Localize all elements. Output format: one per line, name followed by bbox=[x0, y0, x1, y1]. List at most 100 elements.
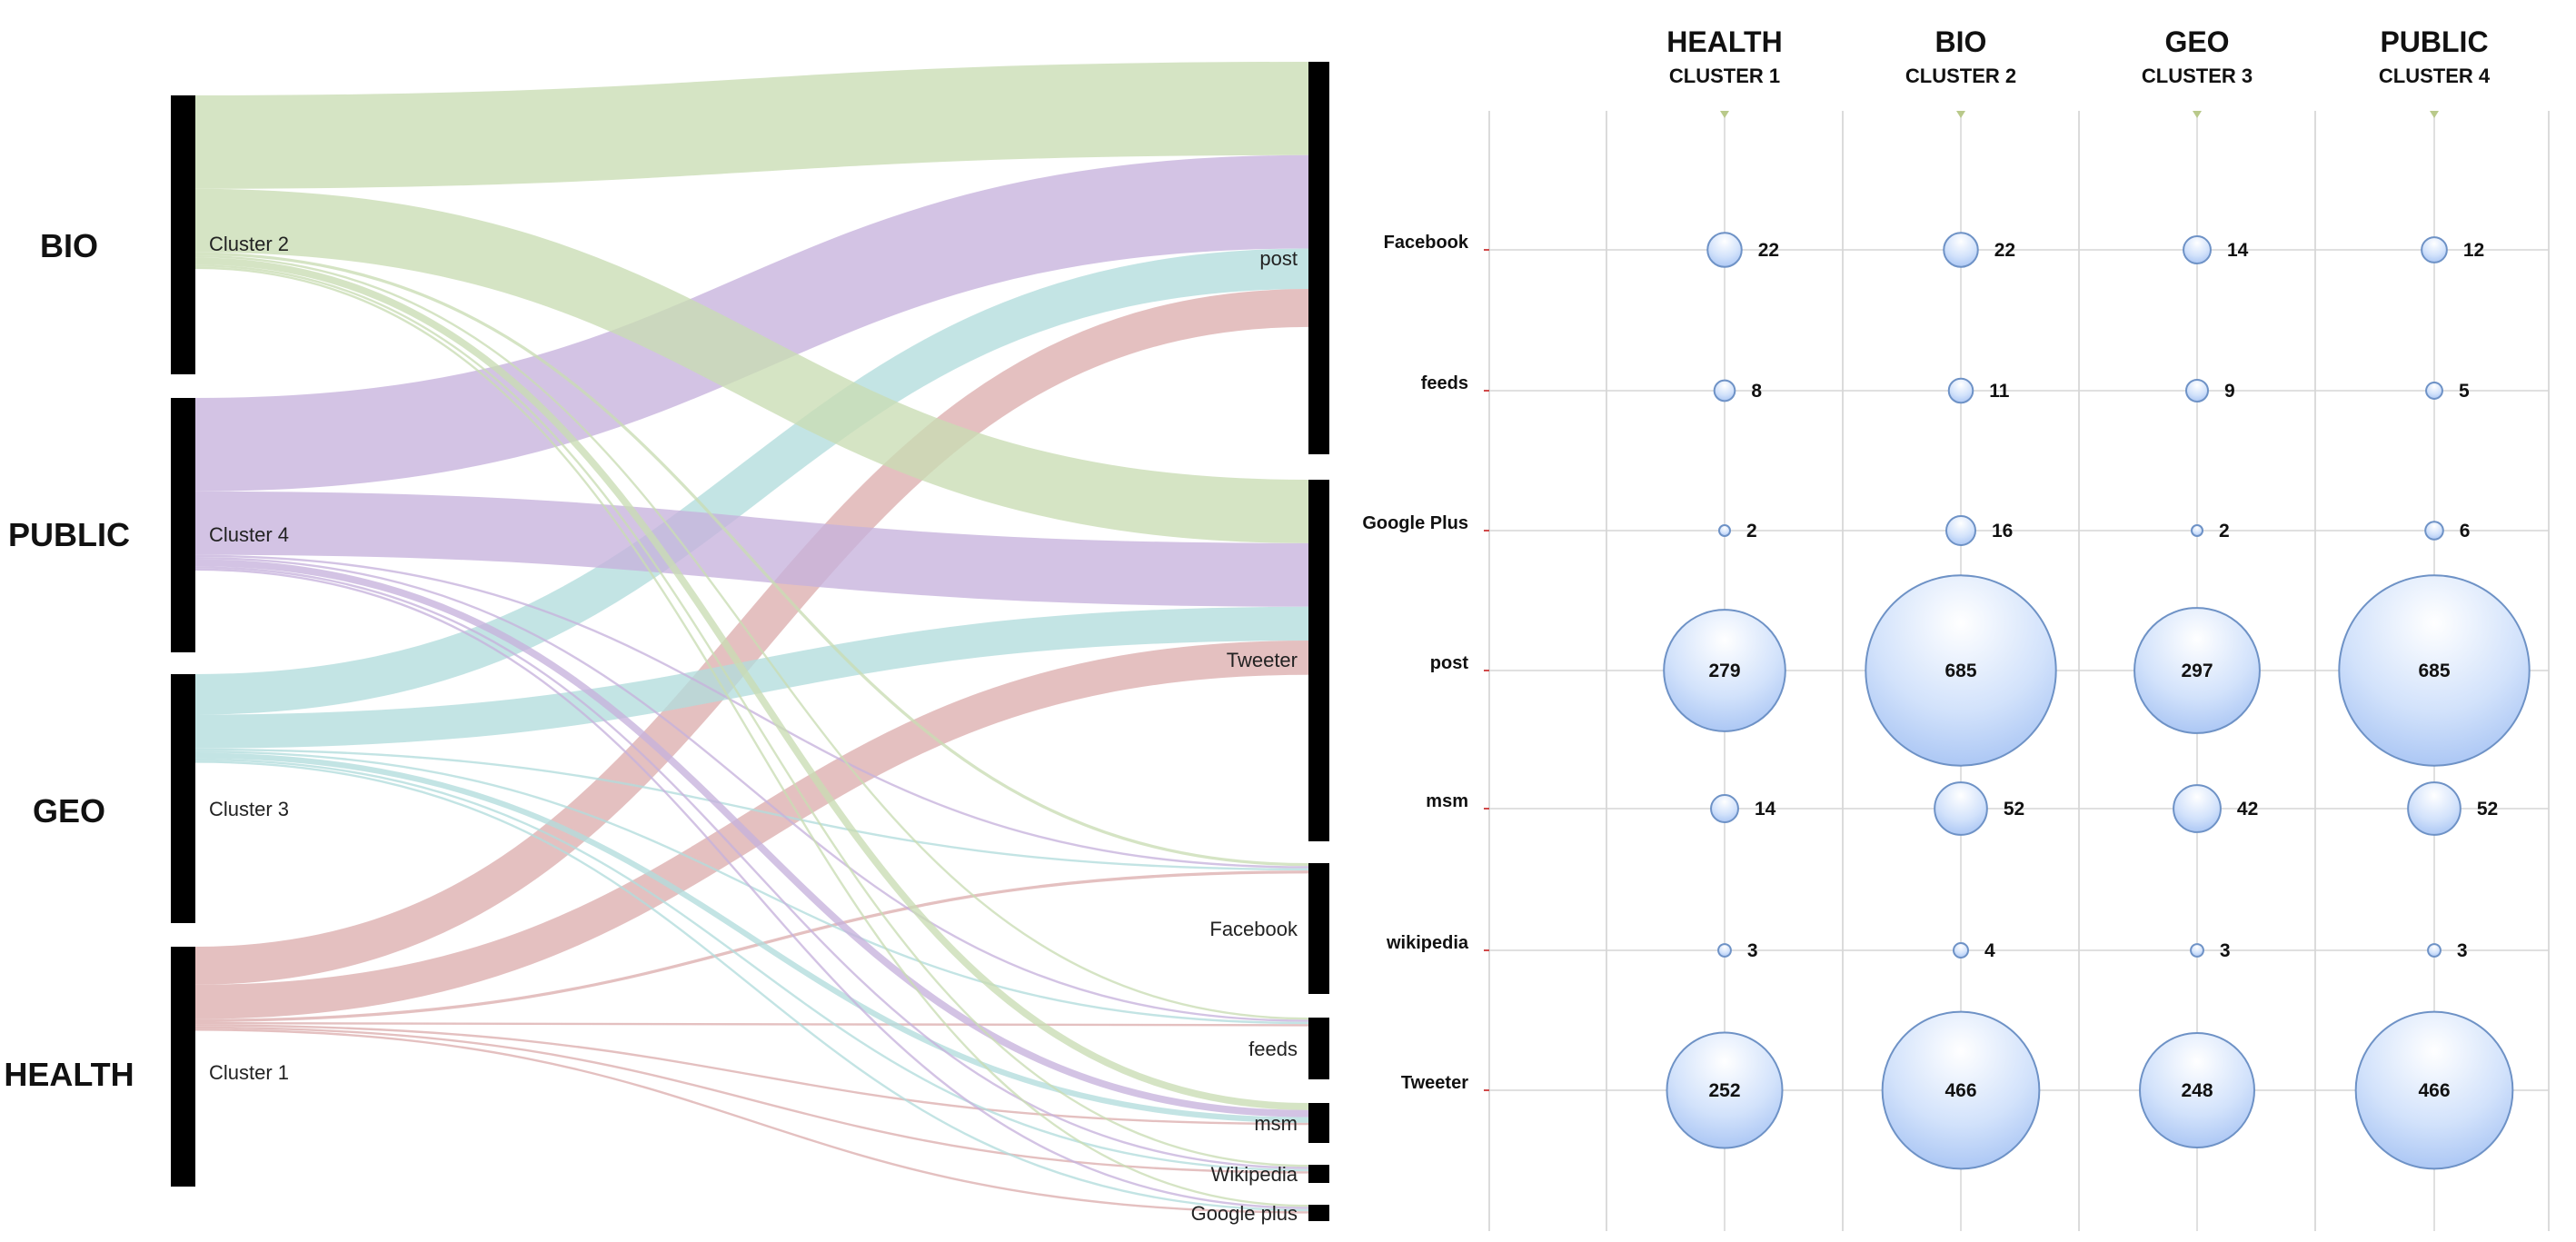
value-label-feeds-public: 5 bbox=[2459, 381, 2470, 402]
source-label-cluster-3: Cluster 3 bbox=[209, 798, 289, 820]
bubble-facebook-public bbox=[2421, 236, 2448, 263]
value-label-feeds-geo: 9 bbox=[2224, 381, 2235, 402]
row-label-post: post bbox=[1430, 653, 1469, 673]
source-label-cluster-2: Cluster 2 bbox=[209, 233, 289, 255]
flow-cluster-1-to-wikipedia bbox=[194, 1026, 1309, 1174]
bubble-column-headers: HEALTH CLUSTER 1 BIO CLUSTER 2 GEO CLUSTER 3 P… bbox=[1666, 25, 2491, 87]
source-node-cluster-2 bbox=[171, 95, 195, 374]
bubble-tweeter-health bbox=[1666, 1031, 1784, 1149]
column-title-public: PUBLIC bbox=[2380, 25, 2488, 58]
value-label-facebook-health: 22 bbox=[1758, 240, 1779, 261]
flow-cluster-3-to-post bbox=[194, 248, 1309, 715]
target-label-msm: msm bbox=[1254, 1112, 1298, 1135]
value-label-tweeter-geo: 248 bbox=[2181, 1080, 2213, 1101]
value-label-google-plus-geo: 2 bbox=[2219, 521, 2230, 542]
value-label-wikipedia-public: 3 bbox=[2457, 940, 2468, 961]
flow-cluster-1-to-tweeter bbox=[194, 641, 1309, 1019]
column-title-bio: BIO bbox=[1935, 25, 1987, 58]
flow-cluster-2-to-msm bbox=[194, 257, 1309, 1110]
value-label-tweeter-health: 252 bbox=[1708, 1080, 1740, 1101]
target-label-post: post bbox=[1259, 247, 1298, 270]
bubble-tweeter-public bbox=[2354, 1010, 2514, 1170]
flow-cluster-4-to-facebook bbox=[194, 554, 1309, 869]
bubble-google-plus-bio bbox=[1945, 515, 1976, 546]
value-label-google-plus-health: 2 bbox=[1746, 521, 1757, 542]
target-node-wikipedia bbox=[1308, 1165, 1329, 1183]
group-label-geo: GEO bbox=[33, 792, 105, 830]
target-node-msm bbox=[1308, 1103, 1329, 1143]
flow-cluster-4-to-google-plus bbox=[194, 568, 1309, 1209]
flow-cluster-3-to-google-plus bbox=[194, 760, 1309, 1212]
bubble-post-bio bbox=[1865, 574, 2057, 767]
flow-cluster-4-to-msm bbox=[194, 559, 1309, 1118]
flow-cluster-2-to-feeds bbox=[194, 254, 1309, 1020]
column-marker bbox=[1720, 111, 1729, 118]
flow-cluster-4-to-feeds bbox=[194, 557, 1309, 1022]
sankey-nodes: Cluster 2 BIO Cluster 4 PUBLIC Cluster 3 GEO C… bbox=[4, 62, 1329, 1225]
bubble-row-labels: Facebook feeds Google Plus post msm wikipedia… bbox=[1362, 233, 1469, 1093]
bubble-post-geo bbox=[2133, 607, 2261, 734]
column-subtitle-cluster-4: CLUSTER 4 bbox=[2379, 65, 2491, 87]
bubble-facebook-health bbox=[1706, 232, 1743, 268]
value-label-tweeter-bio: 466 bbox=[1944, 1080, 1976, 1101]
source-label-cluster-1: Cluster 1 bbox=[209, 1061, 289, 1084]
source-node-cluster-1 bbox=[171, 947, 195, 1187]
target-node-facebook bbox=[1308, 863, 1329, 994]
column-subtitle-cluster-1: CLUSTER 1 bbox=[1669, 65, 1780, 87]
source-node-cluster-4 bbox=[171, 398, 195, 652]
bubble-tweeter-bio bbox=[1881, 1010, 2041, 1170]
bubble-feeds-public bbox=[2425, 382, 2443, 400]
bubble-chart: HEALTH CLUSTER 1 BIO CLUSTER 2 GEO CLUSTER 3 P… bbox=[1362, 25, 2550, 1231]
value-label-feeds-health: 8 bbox=[1751, 381, 1762, 402]
flow-cluster-2-to-tweeter bbox=[194, 188, 1309, 543]
value-label-google-plus-bio: 16 bbox=[1992, 521, 2013, 542]
flow-cluster-3-to-msm bbox=[194, 752, 1309, 1123]
row-label-wikipedia: wikipedia bbox=[1386, 933, 1469, 953]
value-label-msm-public: 52 bbox=[2477, 799, 2498, 820]
value-label-tweeter-public: 466 bbox=[2418, 1080, 2450, 1101]
bubble-msm-health bbox=[1710, 794, 1739, 823]
flow-cluster-2-to-post bbox=[194, 62, 1309, 189]
value-label-msm-geo: 42 bbox=[2237, 799, 2258, 820]
target-label-tweeter: Tweeter bbox=[1227, 649, 1298, 671]
target-label-google-plus: Google plus bbox=[1191, 1202, 1298, 1225]
flow-cluster-2-to-wikipedia bbox=[194, 264, 1309, 1167]
column-marker bbox=[2193, 111, 2202, 118]
flow-cluster-1-to-google-plus bbox=[194, 1028, 1309, 1214]
flow-cluster-1-to-facebook bbox=[194, 870, 1309, 1022]
target-node-google-plus bbox=[1308, 1205, 1329, 1221]
value-label-facebook-geo: 14 bbox=[2227, 240, 2249, 261]
flow-cluster-4-to-post bbox=[194, 154, 1309, 492]
column-subtitle-cluster-2: CLUSTER 2 bbox=[1905, 65, 2016, 87]
value-label-facebook-public: 12 bbox=[2463, 240, 2484, 261]
flow-cluster-3-to-facebook bbox=[194, 748, 1309, 871]
value-label-google-plus-public: 6 bbox=[2460, 521, 2471, 542]
value-label-wikipedia-bio: 4 bbox=[1984, 940, 1995, 961]
bubble-facebook-geo bbox=[2183, 235, 2212, 264]
column-title-geo: GEO bbox=[2164, 25, 2229, 58]
row-label-facebook: Facebook bbox=[1384, 233, 1469, 253]
value-label-post-geo: 297 bbox=[2181, 661, 2213, 681]
sankey-links bbox=[194, 62, 1309, 1214]
value-label-post-health: 279 bbox=[1708, 661, 1740, 681]
column-marker bbox=[2430, 111, 2439, 118]
value-label-wikipedia-geo: 3 bbox=[2220, 940, 2231, 961]
sankey-chart: Cluster 2 BIO Cluster 4 PUBLIC Cluster 3 GEO C… bbox=[4, 62, 1329, 1225]
bubble-wikipedia-geo bbox=[2190, 943, 2204, 958]
bubble-feeds-health bbox=[1713, 379, 1736, 402]
flow-cluster-2-to-google-plus bbox=[194, 266, 1309, 1207]
row-label-feeds: feeds bbox=[1421, 373, 1468, 393]
group-label-bio: BIO bbox=[40, 227, 98, 264]
value-label-feeds-bio: 11 bbox=[1989, 381, 2010, 402]
target-label-wikipedia: Wikipedia bbox=[1211, 1163, 1298, 1186]
target-label-feeds: feeds bbox=[1248, 1038, 1298, 1060]
flow-cluster-2-to-facebook bbox=[194, 252, 1309, 867]
bubble-msm-bio bbox=[1934, 781, 1988, 836]
bubble-google-plus-geo bbox=[2191, 524, 2203, 537]
group-label-public: PUBLIC bbox=[8, 516, 130, 553]
bubble-google-plus-health bbox=[1718, 524, 1731, 537]
column-title-health: HEALTH bbox=[1666, 25, 1782, 58]
flow-cluster-4-to-wikipedia bbox=[194, 566, 1309, 1169]
bubble-feeds-geo bbox=[2185, 379, 2209, 402]
